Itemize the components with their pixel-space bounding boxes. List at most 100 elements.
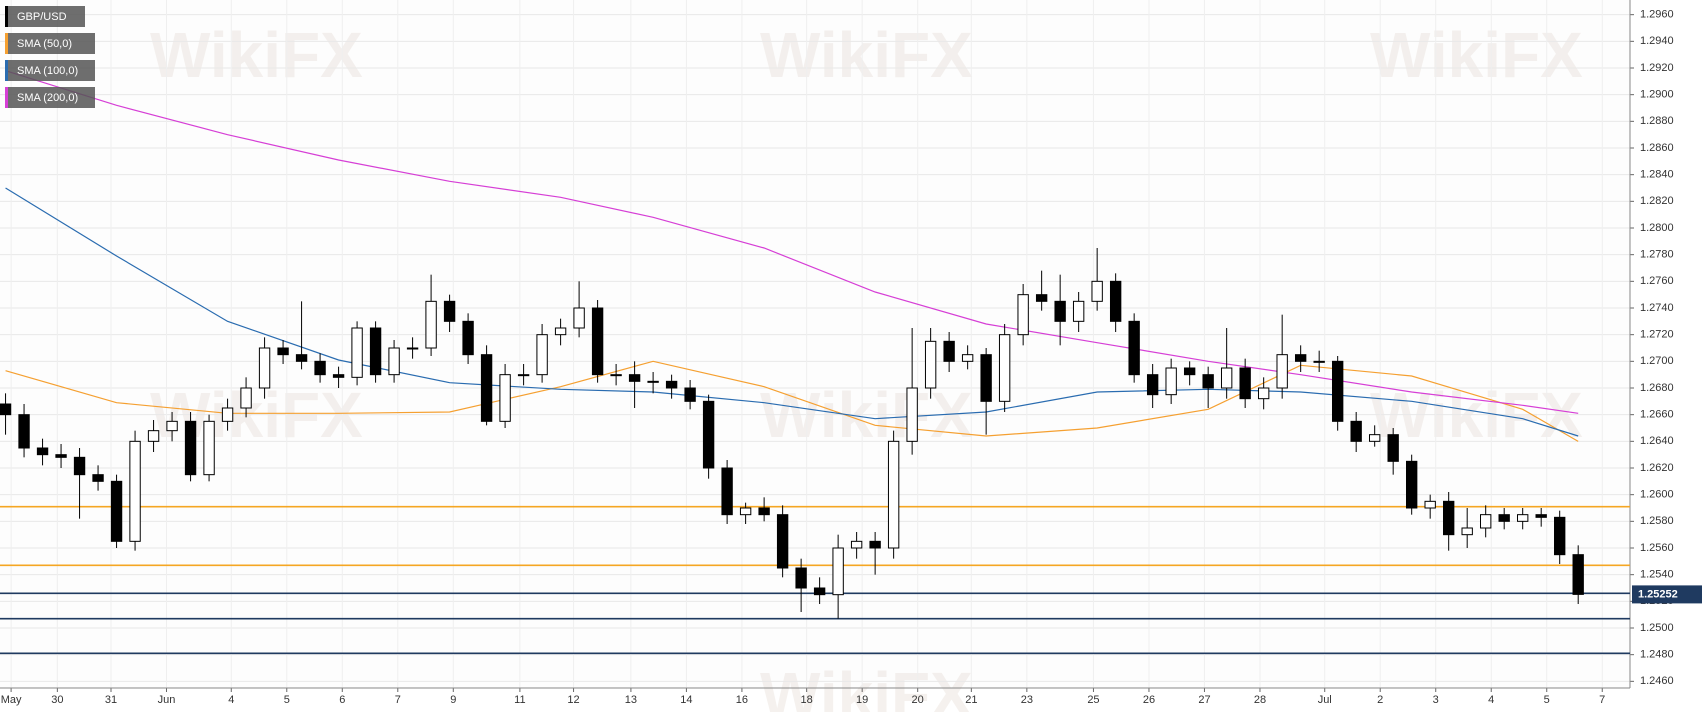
candle-body bbox=[1109, 280, 1122, 322]
candle-body bbox=[166, 420, 178, 432]
candle-body bbox=[55, 454, 67, 458]
candle-body bbox=[462, 320, 474, 356]
candle-body bbox=[1202, 374, 1214, 389]
candle-body bbox=[647, 380, 659, 383]
candle-body bbox=[1405, 460, 1418, 509]
y-tick-label: 1.2460 bbox=[1640, 675, 1674, 687]
candle-body bbox=[961, 354, 974, 362]
candle-body bbox=[684, 387, 696, 402]
y-tick-label: 1.2740 bbox=[1640, 302, 1674, 314]
candle-body bbox=[758, 507, 770, 516]
y-tick-label: 1.2480 bbox=[1640, 649, 1674, 661]
candle-body bbox=[1054, 300, 1066, 322]
x-tick-label: 21 bbox=[965, 694, 977, 706]
sma-line bbox=[5, 360, 1579, 442]
candle-body bbox=[1387, 434, 1399, 462]
legend-label: SMA (50,0) bbox=[17, 38, 72, 50]
candle-body bbox=[110, 480, 123, 542]
x-tick-label: 5 bbox=[284, 694, 290, 706]
candle-body bbox=[924, 340, 937, 389]
x-tick-label: 25 bbox=[1087, 694, 1099, 706]
candle-body bbox=[536, 334, 548, 376]
y-tick-label: 1.2600 bbox=[1640, 489, 1674, 501]
candle-body bbox=[998, 334, 1011, 402]
y-tick-label: 1.2820 bbox=[1640, 195, 1674, 207]
plot-background bbox=[0, 0, 1630, 688]
y-tick-label: 1.2800 bbox=[1640, 222, 1674, 234]
candle-body bbox=[314, 360, 326, 376]
x-tick-label: 31 bbox=[105, 694, 117, 706]
price-label: 1.25252 bbox=[1638, 588, 1678, 600]
legend-swatch bbox=[5, 33, 8, 54]
candle-body bbox=[517, 374, 530, 377]
candle-body bbox=[980, 354, 992, 402]
y-tick-label: 1.2960 bbox=[1640, 9, 1674, 21]
legend-box bbox=[5, 33, 95, 54]
candle-body bbox=[554, 327, 567, 336]
x-tick-label: Jun bbox=[158, 694, 176, 706]
candle-body bbox=[943, 340, 955, 362]
y-tick-label: 1.2500 bbox=[1640, 622, 1674, 634]
x-tick-label: 13 bbox=[625, 694, 637, 706]
candle-body bbox=[240, 387, 252, 409]
candle-body bbox=[1517, 514, 1529, 522]
candle-body bbox=[721, 467, 733, 516]
candle-body bbox=[1535, 514, 1547, 518]
candle-body bbox=[1276, 354, 1288, 389]
x-tick-label: 6 bbox=[339, 694, 345, 706]
candle-body bbox=[1165, 367, 1177, 396]
candle-body bbox=[443, 300, 456, 322]
legend-label: SMA (200,0) bbox=[17, 92, 78, 104]
y-tick-label: 1.2560 bbox=[1640, 542, 1674, 554]
candle-body bbox=[36, 447, 49, 456]
x-tick-label: 19 bbox=[856, 694, 868, 706]
x-tick-label: 16 bbox=[736, 694, 748, 706]
candle-body bbox=[850, 540, 863, 549]
candle-body bbox=[258, 347, 271, 389]
sma-line bbox=[5, 70, 1579, 414]
candle-body bbox=[1350, 420, 1362, 442]
x-tick-label: 26 bbox=[1143, 694, 1155, 706]
candle-body bbox=[18, 414, 30, 449]
candle-body bbox=[739, 507, 752, 516]
candle-body bbox=[1017, 294, 1029, 336]
candle-body bbox=[813, 587, 826, 596]
candle-body bbox=[832, 547, 844, 596]
x-tick-label: 27 bbox=[1198, 694, 1210, 706]
candle-body bbox=[665, 380, 678, 389]
x-tick-label: 23 bbox=[1021, 694, 1033, 706]
candle-body bbox=[147, 430, 160, 442]
candle-body bbox=[1554, 516, 1566, 556]
candle-body bbox=[1572, 554, 1584, 595]
legend-box bbox=[5, 60, 95, 81]
candle-body bbox=[499, 374, 511, 422]
price-label-box bbox=[1632, 585, 1702, 604]
legend-entry: SMA (200,0) bbox=[5, 87, 95, 108]
watermark: WikiFX bbox=[1370, 19, 1583, 91]
y-tick-label: 1.2860 bbox=[1640, 142, 1674, 154]
candle-body bbox=[702, 400, 715, 469]
y-tick-label: 1.2760 bbox=[1640, 275, 1674, 287]
candle-body bbox=[1220, 367, 1233, 389]
candle-body bbox=[1331, 360, 1344, 422]
x-tick-label: May bbox=[1, 694, 22, 706]
x-tick-label: 2 bbox=[1377, 694, 1383, 706]
legend-swatch bbox=[5, 87, 8, 108]
watermark: WikiFX bbox=[760, 19, 973, 91]
x-tick-label: 12 bbox=[567, 694, 579, 706]
watermark: WikiFX bbox=[760, 659, 973, 712]
candle-body bbox=[73, 456, 86, 476]
candle-body bbox=[1498, 514, 1510, 522]
legend-label: GBP/USD bbox=[17, 11, 67, 23]
y-tick-label: 1.2660 bbox=[1640, 409, 1674, 421]
candle-body bbox=[1146, 374, 1159, 396]
x-tick-label: Jul bbox=[1318, 694, 1332, 706]
candle-body bbox=[591, 307, 604, 376]
candle-body bbox=[406, 347, 419, 350]
candle-body bbox=[1313, 360, 1325, 363]
candle-body bbox=[906, 387, 918, 442]
x-tick-label: 3 bbox=[1433, 694, 1439, 706]
x-tick-label: 11 bbox=[514, 694, 525, 706]
legend-box bbox=[5, 87, 95, 108]
candle-body bbox=[1480, 514, 1492, 529]
